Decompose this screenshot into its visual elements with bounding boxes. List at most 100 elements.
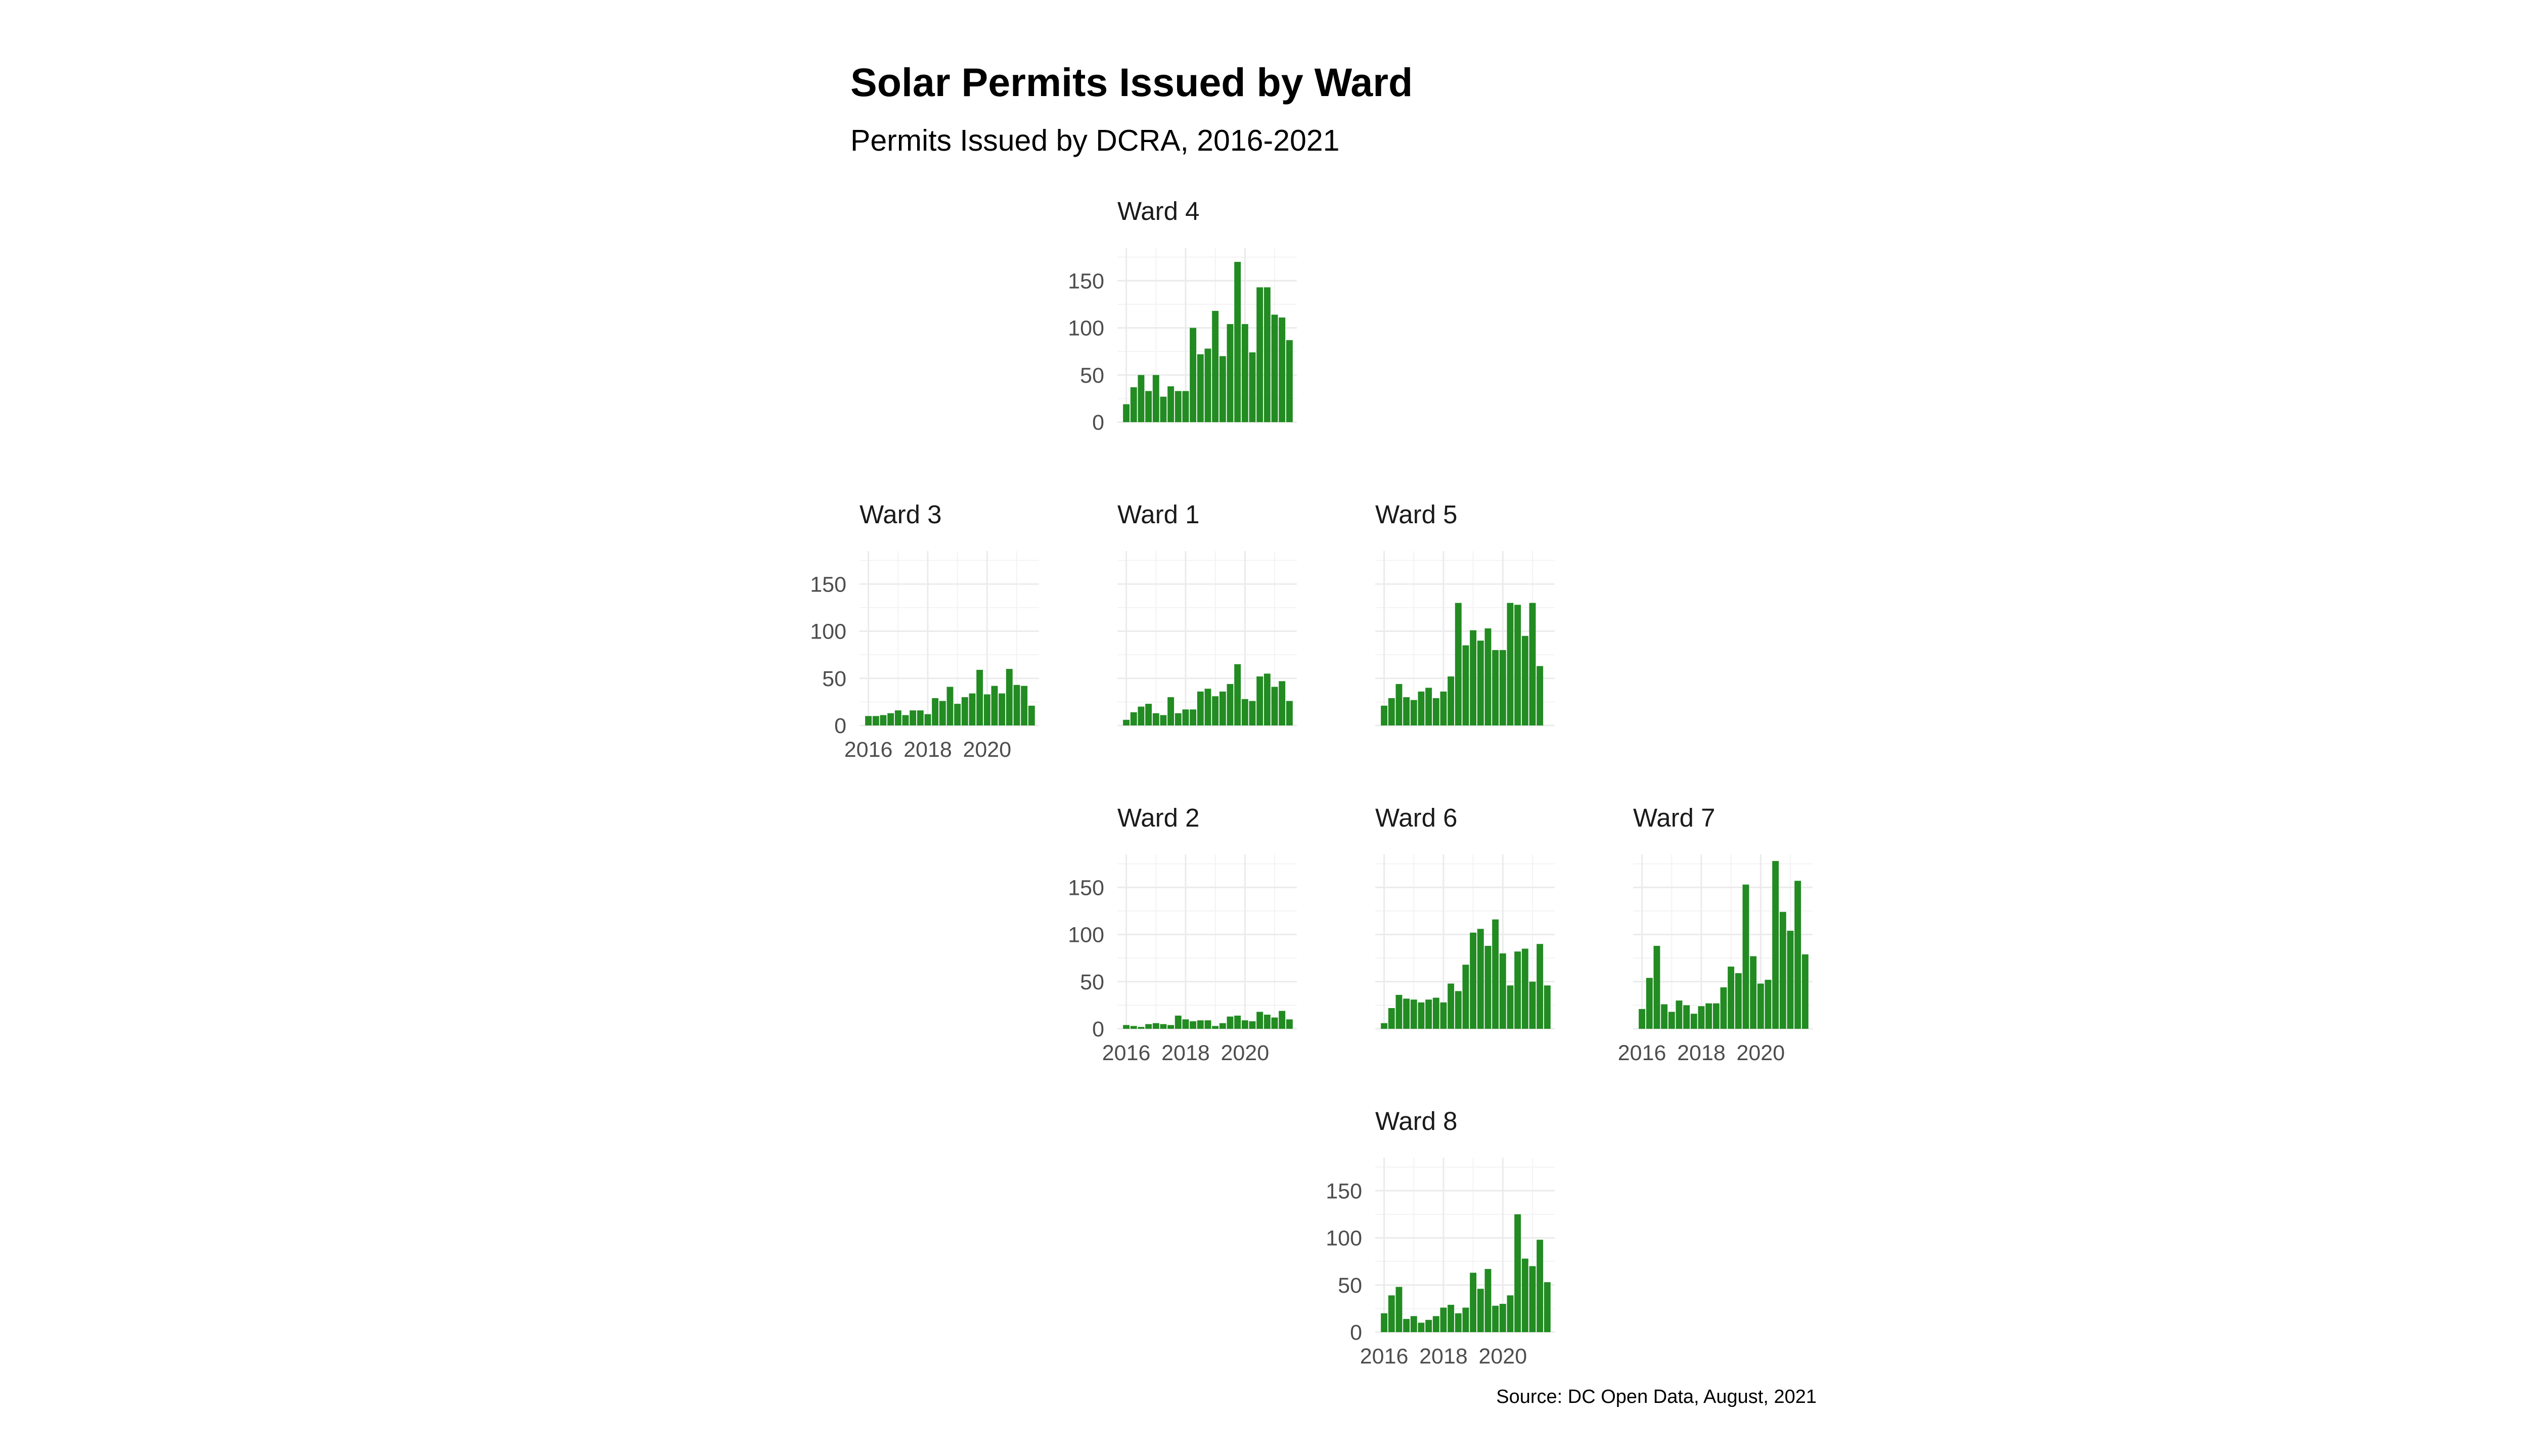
y-tick-label: 0 xyxy=(1092,1017,1104,1041)
bar xyxy=(1381,705,1388,725)
bar xyxy=(1175,1015,1182,1029)
bar xyxy=(1241,324,1248,422)
bar xyxy=(1152,713,1159,725)
chart-subtitle: Permits Issued by DCRA, 2016-2021 xyxy=(850,124,1339,157)
bar xyxy=(1735,973,1742,1029)
bar xyxy=(1514,951,1521,1029)
bar xyxy=(880,715,887,725)
bar xyxy=(1772,861,1779,1029)
bar xyxy=(1403,1318,1410,1332)
bar xyxy=(1661,1004,1668,1029)
bar xyxy=(1286,340,1293,422)
bar xyxy=(1152,1023,1159,1029)
x-tick-label: 2018 xyxy=(904,738,952,762)
bar xyxy=(1514,605,1521,725)
bar xyxy=(1190,709,1197,725)
bar xyxy=(1514,1214,1521,1332)
y-tick-label: 50 xyxy=(822,667,846,691)
bar xyxy=(1646,978,1653,1029)
bar xyxy=(1271,314,1278,422)
bar xyxy=(1448,676,1455,725)
bar xyxy=(1263,287,1271,422)
bar xyxy=(1160,1024,1167,1029)
bar xyxy=(1130,387,1137,422)
bar xyxy=(1138,1027,1145,1029)
bar xyxy=(1418,1323,1425,1332)
bar xyxy=(1021,686,1028,725)
y-tick-label: 150 xyxy=(810,572,846,597)
bar xyxy=(1190,328,1197,422)
panel-title: Ward 2 xyxy=(1117,803,1200,832)
bar xyxy=(1690,1014,1697,1029)
bar xyxy=(1712,1003,1720,1029)
x-tick-label: 2018 xyxy=(1677,1041,1726,1065)
y-tick-label: 100 xyxy=(1326,1226,1362,1251)
bar xyxy=(1381,1023,1388,1029)
bar xyxy=(1197,1020,1204,1029)
y-tick-label: 100 xyxy=(810,620,846,644)
bar xyxy=(1448,1304,1455,1332)
bar xyxy=(1219,691,1226,725)
chart-title: Solar Permits Issued by Ward xyxy=(850,60,1413,105)
bar xyxy=(1507,603,1514,725)
ward-panel: Ward 3 0 50 100 150 2016 2018 2020 xyxy=(810,500,1039,762)
bar xyxy=(1432,698,1439,725)
y-tick-label: 150 xyxy=(1068,876,1104,900)
bar xyxy=(1529,981,1536,1029)
bar xyxy=(1395,1287,1403,1332)
bar xyxy=(1219,1023,1226,1029)
bar xyxy=(1683,1005,1690,1029)
bar xyxy=(1470,932,1477,1029)
bar xyxy=(1256,1012,1263,1029)
bar xyxy=(1145,391,1152,422)
bar xyxy=(1234,261,1241,422)
bar xyxy=(1279,681,1286,725)
bar xyxy=(1499,1304,1506,1332)
bar xyxy=(1381,1313,1388,1332)
ward-panel: Ward 1 xyxy=(1117,500,1297,726)
bar xyxy=(1462,1307,1469,1332)
x-tick-label: 2018 xyxy=(1161,1041,1210,1065)
bar xyxy=(1123,1025,1130,1029)
bar xyxy=(1418,1002,1425,1029)
bar xyxy=(1705,1003,1712,1029)
bar xyxy=(917,710,924,725)
bar xyxy=(1492,1305,1499,1332)
bar xyxy=(1537,1240,1544,1332)
panel-title: Ward 6 xyxy=(1375,803,1458,832)
bar xyxy=(1507,985,1514,1029)
bar xyxy=(1204,1020,1211,1029)
bar xyxy=(1388,1008,1395,1029)
x-tick-label: 2020 xyxy=(1221,1041,1269,1065)
bar xyxy=(1521,635,1528,725)
ward-panel: Ward 4 0 50 100 150 xyxy=(1068,197,1297,435)
bar xyxy=(1440,1002,1447,1029)
bar xyxy=(1521,1258,1528,1332)
bar xyxy=(1757,983,1764,1029)
bar xyxy=(910,710,917,725)
bar xyxy=(954,704,961,725)
bar xyxy=(1492,650,1499,725)
bar xyxy=(1639,1009,1646,1029)
bar xyxy=(887,713,894,725)
bar xyxy=(1130,712,1137,725)
bar xyxy=(1227,684,1234,725)
bar xyxy=(1765,980,1772,1029)
bar xyxy=(991,686,998,725)
ward-panel: Ward 6 xyxy=(1375,803,1555,1030)
bar xyxy=(1167,1025,1175,1029)
chart-caption: Source: DC Open Data, August, 2021 xyxy=(1496,1386,1817,1407)
bar xyxy=(872,716,879,725)
bar xyxy=(1529,603,1536,725)
bar xyxy=(1410,999,1417,1029)
bar xyxy=(1537,944,1544,1029)
bar xyxy=(1742,884,1749,1029)
y-tick-label: 50 xyxy=(1080,363,1104,388)
bar xyxy=(1227,324,1234,422)
bar xyxy=(932,698,939,725)
bar xyxy=(1544,1282,1551,1332)
bar xyxy=(1241,1020,1248,1029)
bar xyxy=(1410,700,1417,725)
bar xyxy=(1204,689,1211,725)
